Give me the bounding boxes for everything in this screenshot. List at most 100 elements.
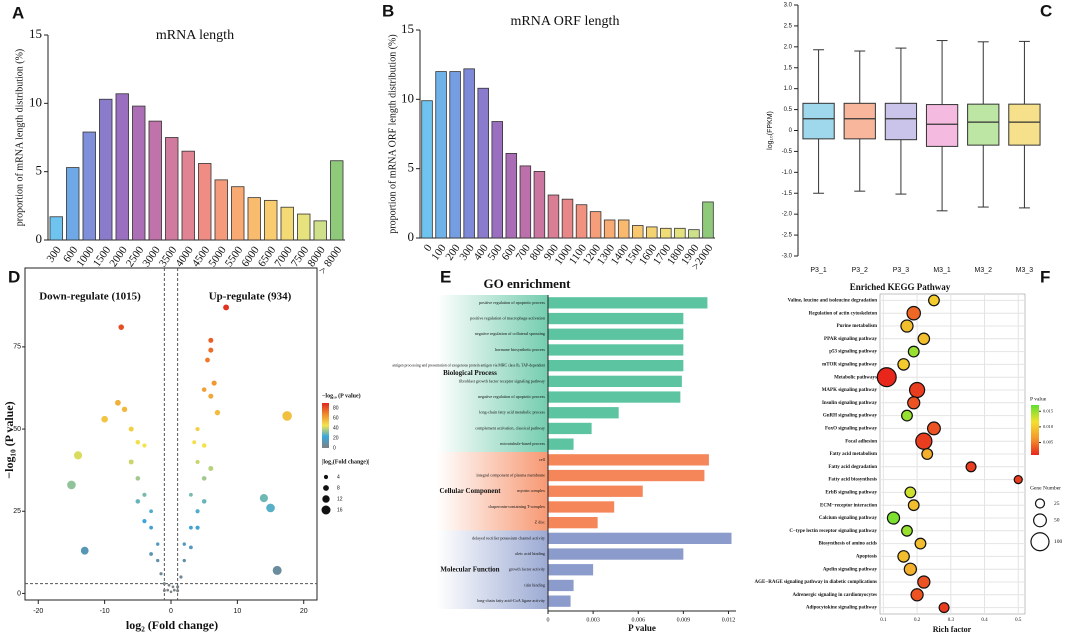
x-tick-label: 0.3 xyxy=(948,618,955,623)
x-tick-label: 0 xyxy=(169,608,173,615)
size-legend-dot xyxy=(323,485,329,491)
size-legend-label: 12 xyxy=(337,496,343,502)
y-tick-label: 25 xyxy=(13,508,21,515)
x-tick-label: -20 xyxy=(33,608,43,615)
group-band xyxy=(437,452,548,531)
y-tick-label: -2.0 xyxy=(782,212,793,218)
y-tick-label: 10 xyxy=(401,90,414,105)
x-tick-label: 0.009 xyxy=(677,617,691,623)
y-tick-label: 0 xyxy=(17,590,21,597)
bubble xyxy=(917,575,931,589)
box xyxy=(1008,103,1041,146)
x-tick-label: 0.5 xyxy=(1015,618,1022,623)
point xyxy=(101,415,108,423)
point xyxy=(172,588,176,592)
bar xyxy=(115,93,129,241)
bar xyxy=(548,375,682,388)
size-legend-label: 8 xyxy=(337,485,340,491)
category-label: mTOR signaling pathway xyxy=(822,363,877,368)
colorbar-title: P value xyxy=(1030,396,1047,402)
point xyxy=(128,459,134,465)
point xyxy=(272,565,282,575)
point xyxy=(167,583,171,587)
panel-letter: C xyxy=(1040,1,1052,20)
bar xyxy=(49,216,63,241)
category-label: Regulation of actin cytoskeleton xyxy=(809,311,877,316)
bubble xyxy=(921,448,934,460)
bubble xyxy=(886,511,901,525)
bubble xyxy=(897,550,910,563)
colorbar xyxy=(322,403,329,448)
x-tick-label: -10 xyxy=(100,608,110,615)
y-tick-label: -1.5 xyxy=(782,191,793,197)
x-tick-label: M3_3 xyxy=(1016,267,1034,274)
bubble xyxy=(907,345,920,358)
bar xyxy=(214,179,228,241)
x-tick-label: 0.4 xyxy=(981,618,988,623)
bubble xyxy=(1013,474,1023,485)
y-tick-label: 1.0 xyxy=(784,86,793,92)
bar xyxy=(477,87,489,239)
point xyxy=(80,546,89,555)
size-legend-label: 4 xyxy=(337,474,340,480)
point xyxy=(208,347,214,353)
y-axis-label: −log₁₀ (P value) xyxy=(2,401,16,478)
bar xyxy=(548,548,684,560)
category-label: negative regulation of apoptotic process xyxy=(478,394,545,399)
bar xyxy=(547,194,560,239)
bar xyxy=(548,595,571,607)
box xyxy=(925,104,959,147)
point xyxy=(211,380,217,386)
point xyxy=(162,588,166,592)
point xyxy=(121,406,128,413)
point xyxy=(142,519,147,524)
point xyxy=(205,357,210,363)
bar xyxy=(421,100,433,239)
group-band xyxy=(437,530,548,609)
category-label: ErbB signaling pathway xyxy=(825,491,877,496)
bar xyxy=(247,197,261,241)
panel-letter: B xyxy=(382,1,394,20)
point xyxy=(282,411,292,421)
colorbar-tick-label: 0.005 xyxy=(1043,440,1054,445)
point xyxy=(169,590,173,594)
category-label: Fatty acid metabolism xyxy=(830,452,878,457)
category-label: integral component of plasma membrane xyxy=(476,473,545,478)
point xyxy=(259,493,269,503)
box xyxy=(843,102,876,140)
category-label: complement activation, classical pathway xyxy=(475,425,546,431)
point xyxy=(208,337,214,343)
group-band xyxy=(437,295,548,452)
bubble xyxy=(938,602,950,614)
bar xyxy=(548,516,598,529)
colorbar-tick-label: 20 xyxy=(333,435,339,441)
category-label: microtubule-based process xyxy=(500,441,545,446)
annotation: Down-regulate (1015) xyxy=(39,291,141,303)
x-tick-label: 0.003 xyxy=(586,617,600,623)
point xyxy=(201,499,207,504)
x-tick-label: P3_2 xyxy=(852,267,868,274)
point xyxy=(223,304,230,311)
y-tick-label: 5 xyxy=(408,160,415,175)
point xyxy=(162,582,166,586)
y-tick-label: -0.5 xyxy=(782,149,793,155)
x-axis-label: Rich factor xyxy=(933,625,972,634)
bar xyxy=(66,167,80,241)
x-tick-label: 0.006 xyxy=(631,617,645,623)
bar xyxy=(198,163,212,241)
point xyxy=(156,558,160,563)
y-axis-label: proportion of mRNA length distribution (… xyxy=(14,49,25,227)
x-tick-label: M3_1 xyxy=(933,267,951,274)
bubble xyxy=(915,432,933,450)
category-label: ECM−receptor interaction xyxy=(820,503,877,508)
category-label: antigen processing and presentation of e… xyxy=(392,364,546,369)
size-legend-label: 50 xyxy=(1054,518,1060,524)
point xyxy=(176,585,180,589)
bubble xyxy=(904,486,917,499)
bar xyxy=(702,201,714,239)
panel-letter: E xyxy=(440,267,451,286)
size-legend-dot xyxy=(323,474,329,480)
category-label: GnRH signaling pathway xyxy=(823,414,878,419)
category-label: Biosynthesis of amino acids xyxy=(819,542,878,547)
x-tick-label: 20 xyxy=(300,608,308,615)
